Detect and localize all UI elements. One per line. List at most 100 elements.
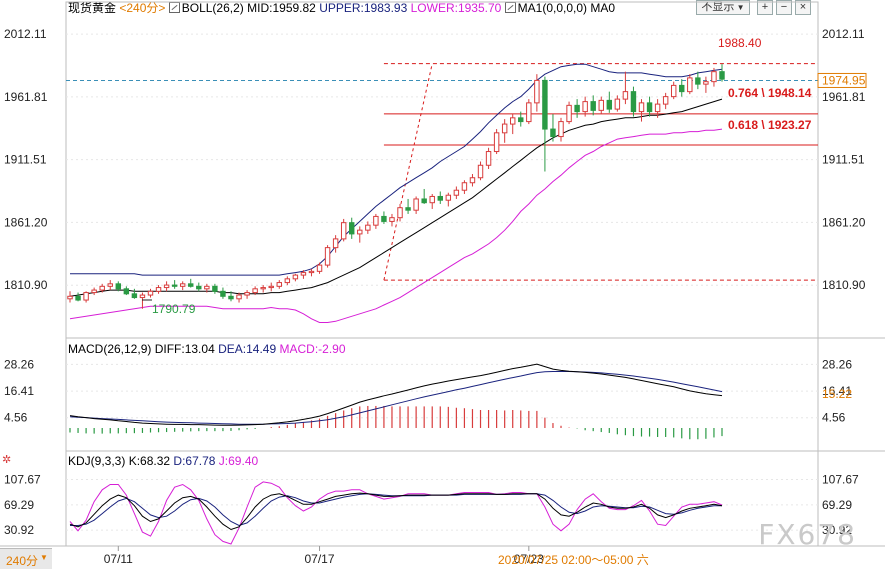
candle-body bbox=[389, 217, 395, 222]
candle-body bbox=[638, 102, 645, 113]
kdj-j-line bbox=[69, 481, 723, 545]
candle-body bbox=[123, 288, 130, 295]
candle-body bbox=[260, 287, 266, 290]
candle-body bbox=[163, 284, 170, 289]
kdj-ytick-right: 107.67 bbox=[822, 472, 859, 486]
macd-label: MACD(26,12,9) bbox=[68, 342, 152, 356]
current-price-tag: 1974.95 bbox=[822, 73, 866, 87]
ma-label: MA1(0,0,0,0) bbox=[517, 1, 588, 15]
macd-dea-value: DEA:14.49 bbox=[218, 342, 277, 356]
macd-ytick-left: 16.41 bbox=[4, 384, 34, 398]
kdj-ytick-left: 107.67 bbox=[4, 472, 41, 486]
candle-body bbox=[244, 292, 250, 296]
candle-body bbox=[99, 285, 105, 291]
macd-ytick-right: 4.56 bbox=[822, 411, 846, 425]
candle-body bbox=[582, 101, 588, 113]
candle-body bbox=[131, 293, 138, 299]
kdj-j-value: J:69.40 bbox=[218, 454, 259, 468]
candle-body bbox=[695, 77, 701, 85]
candle-body bbox=[212, 285, 218, 292]
candle-body bbox=[139, 294, 146, 299]
main-ytick-right: 1861.20 bbox=[822, 215, 866, 229]
period-label[interactable]: <240分> bbox=[119, 1, 166, 15]
candle-body bbox=[485, 151, 492, 166]
macd-diff-line bbox=[69, 363, 723, 426]
candle-body bbox=[469, 177, 476, 184]
candle-body bbox=[437, 195, 443, 201]
candle-body bbox=[324, 247, 331, 266]
candle-body bbox=[598, 99, 604, 111]
candle-body bbox=[381, 215, 387, 222]
kdj-header: KDJ(9,3,3) K:68.32 D:67.78 J:69.40 bbox=[68, 454, 258, 468]
period-tab[interactable]: 240分 ▼ bbox=[0, 548, 52, 569]
macd-value: MACD:-2.90 bbox=[279, 342, 346, 356]
candle-body bbox=[413, 198, 419, 211]
kdj-ytick-left: 30.92 bbox=[4, 523, 34, 537]
close-icon: × bbox=[799, 1, 807, 13]
main-ytick-right: 2012.11 bbox=[822, 27, 865, 41]
current-price-tag-box bbox=[817, 72, 867, 88]
candle-body bbox=[654, 103, 661, 113]
watermark: FX678 bbox=[758, 518, 857, 551]
candle-body bbox=[204, 285, 210, 290]
fib-764-label: 0.764 \ 1948.14 bbox=[728, 86, 812, 100]
candle-body bbox=[630, 91, 637, 113]
kdj-ytick-right: 30.92 bbox=[822, 523, 852, 537]
boll-mid-line bbox=[69, 98, 723, 297]
candle-body bbox=[220, 290, 226, 297]
main-ytick-left: 1810.90 bbox=[4, 278, 48, 292]
candle-body bbox=[501, 123, 508, 134]
main-ytick-left: 1861.20 bbox=[4, 215, 48, 229]
candle-body bbox=[429, 195, 435, 204]
macd-ytick-right: 16.41 bbox=[822, 384, 852, 398]
candle-body bbox=[510, 117, 516, 125]
candle-body bbox=[67, 295, 73, 300]
candle-body bbox=[397, 207, 403, 219]
candle-body bbox=[445, 194, 452, 201]
high-price-label: 1988.40 bbox=[718, 36, 762, 50]
boll-lower-value: LOWER:1935.70 bbox=[410, 1, 502, 15]
macd-ytick-right: 28.26 bbox=[822, 357, 852, 371]
add-indicator-button[interactable]: + bbox=[757, 0, 773, 15]
candle-body bbox=[614, 98, 621, 110]
candle-body bbox=[107, 283, 113, 287]
candle-body bbox=[477, 164, 484, 179]
candle-body bbox=[308, 270, 315, 274]
candle-body bbox=[284, 278, 291, 284]
candle-body bbox=[711, 71, 717, 83]
main-ytick-left: 1911.51 bbox=[4, 153, 47, 167]
candle-body bbox=[719, 71, 725, 80]
period-tab-label: 240分 bbox=[6, 554, 39, 568]
candle-body bbox=[461, 182, 468, 191]
candle-body bbox=[357, 229, 363, 235]
plus-square-icon: + bbox=[761, 1, 769, 13]
kdj-k-value: K:68.32 bbox=[128, 454, 171, 468]
candle-body bbox=[115, 283, 122, 290]
candle-body bbox=[550, 128, 556, 138]
boll-upper-value: UPPER:1983.93 bbox=[319, 1, 408, 15]
close-indicator-button[interactable]: × bbox=[795, 0, 811, 15]
candle-body bbox=[574, 104, 580, 113]
low-price-label: 1790.79 bbox=[152, 302, 196, 316]
minus-indicator-button[interactable]: − bbox=[776, 0, 792, 15]
macd-header: MACD(26,12,9) DIFF:13.04 DEA:14.49 MACD:… bbox=[68, 342, 346, 356]
candle-body bbox=[236, 294, 242, 300]
boll-mid-value: MID:1959.82 bbox=[247, 1, 316, 15]
kdj-label: KDJ(9,3,3) bbox=[68, 454, 126, 468]
cursor-time-label: 2020/07/25 02:00～05:00 六 bbox=[498, 553, 649, 567]
display-toggle-dropdown[interactable]: 不显示 ▼ bbox=[696, 0, 750, 15]
candle-body bbox=[622, 91, 629, 100]
gear-icon[interactable]: ✲ bbox=[2, 454, 12, 466]
candle-body bbox=[405, 207, 411, 211]
candle-body bbox=[83, 292, 89, 301]
kdj-ytick-left: 69.29 bbox=[4, 498, 34, 512]
candle-body bbox=[365, 224, 371, 231]
candle-body bbox=[421, 198, 427, 204]
macd-dea-line bbox=[69, 371, 723, 425]
candle-body bbox=[300, 272, 307, 276]
main-ytick-right: 1810.90 bbox=[822, 278, 866, 292]
candle-body bbox=[453, 189, 460, 196]
candle-body bbox=[542, 79, 548, 130]
